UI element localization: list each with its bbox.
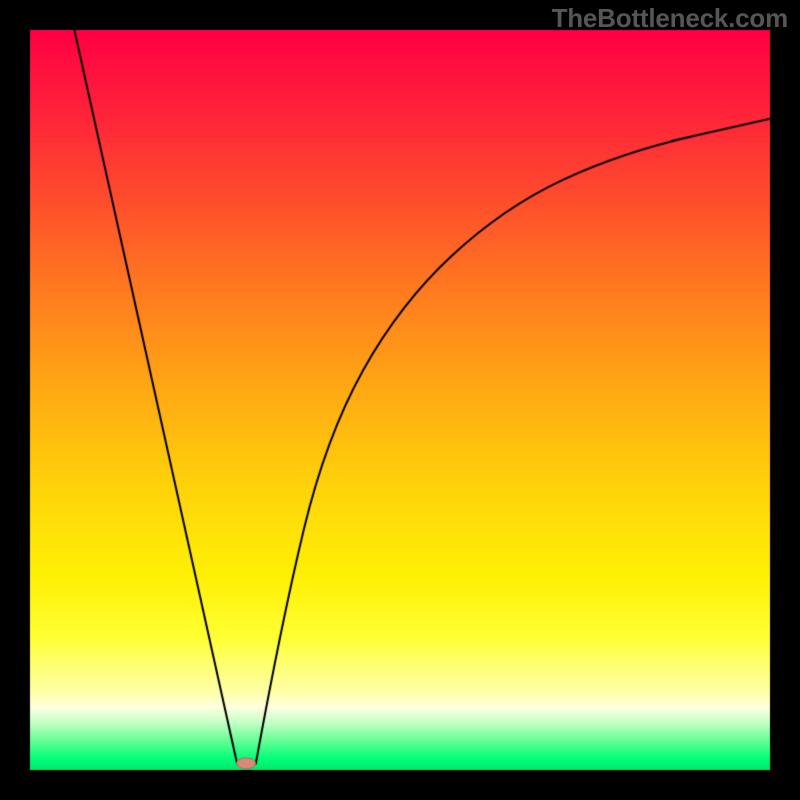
- bottleneck-curve-chart: [0, 0, 800, 800]
- watermark-text: TheBottleneck.com: [552, 3, 788, 34]
- chart-container: TheBottleneck.com: [0, 0, 800, 800]
